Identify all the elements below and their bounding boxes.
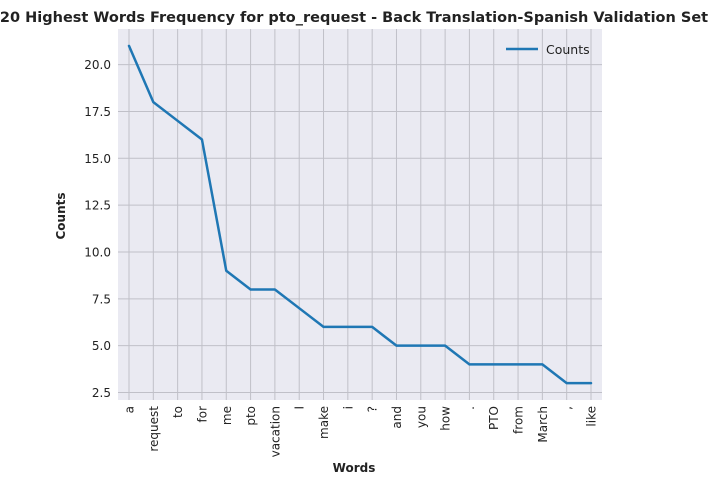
y-tick-label: 15.0 <box>84 152 111 166</box>
x-tick-label: request <box>147 406 161 452</box>
y-tick-label: 20.0 <box>84 58 111 72</box>
x-tick-label: make <box>317 406 331 439</box>
chart-title: 20 Highest Words Frequency for pto_reque… <box>0 10 708 26</box>
x-tick-label: March <box>536 406 550 443</box>
plot-area <box>118 29 602 400</box>
x-tick-label: to <box>171 406 185 418</box>
y-tick-label: 17.5 <box>84 105 111 119</box>
legend-label-counts: Counts <box>546 42 590 57</box>
x-tick-label: me <box>220 406 234 425</box>
x-tick-label: I <box>293 406 307 410</box>
x-tick-label: like <box>585 406 599 427</box>
x-tick-label: pto <box>244 406 258 426</box>
y-tick-label: 5.0 <box>92 339 111 353</box>
y-tick-label: 7.5 <box>92 292 111 306</box>
x-tick-label: , <box>560 406 574 410</box>
x-tick-label: for <box>195 406 209 423</box>
y-tick-label: 10.0 <box>84 245 111 259</box>
y-tick-label: 12.5 <box>84 199 111 213</box>
x-tick-label: from <box>512 406 526 434</box>
y-axis-ticks: 2.5 5.0 7.5 10.0 12.5 15.0 17.5 20.0 <box>84 58 111 400</box>
x-tick-label: a <box>123 406 137 413</box>
x-tick-label: PTO <box>487 406 501 430</box>
x-tick-label: i <box>341 406 355 409</box>
x-tick-label: . <box>463 406 477 410</box>
x-tick-label: you <box>414 406 428 428</box>
x-axis-label: Words <box>333 461 376 475</box>
y-tick-label: 2.5 <box>92 386 111 400</box>
x-tick-label: and <box>390 406 404 429</box>
x-tick-label: ? <box>366 406 380 412</box>
x-tick-label: vacation <box>268 406 282 457</box>
x-tick-label: how <box>439 406 453 431</box>
y-axis-label: Counts <box>54 192 68 239</box>
